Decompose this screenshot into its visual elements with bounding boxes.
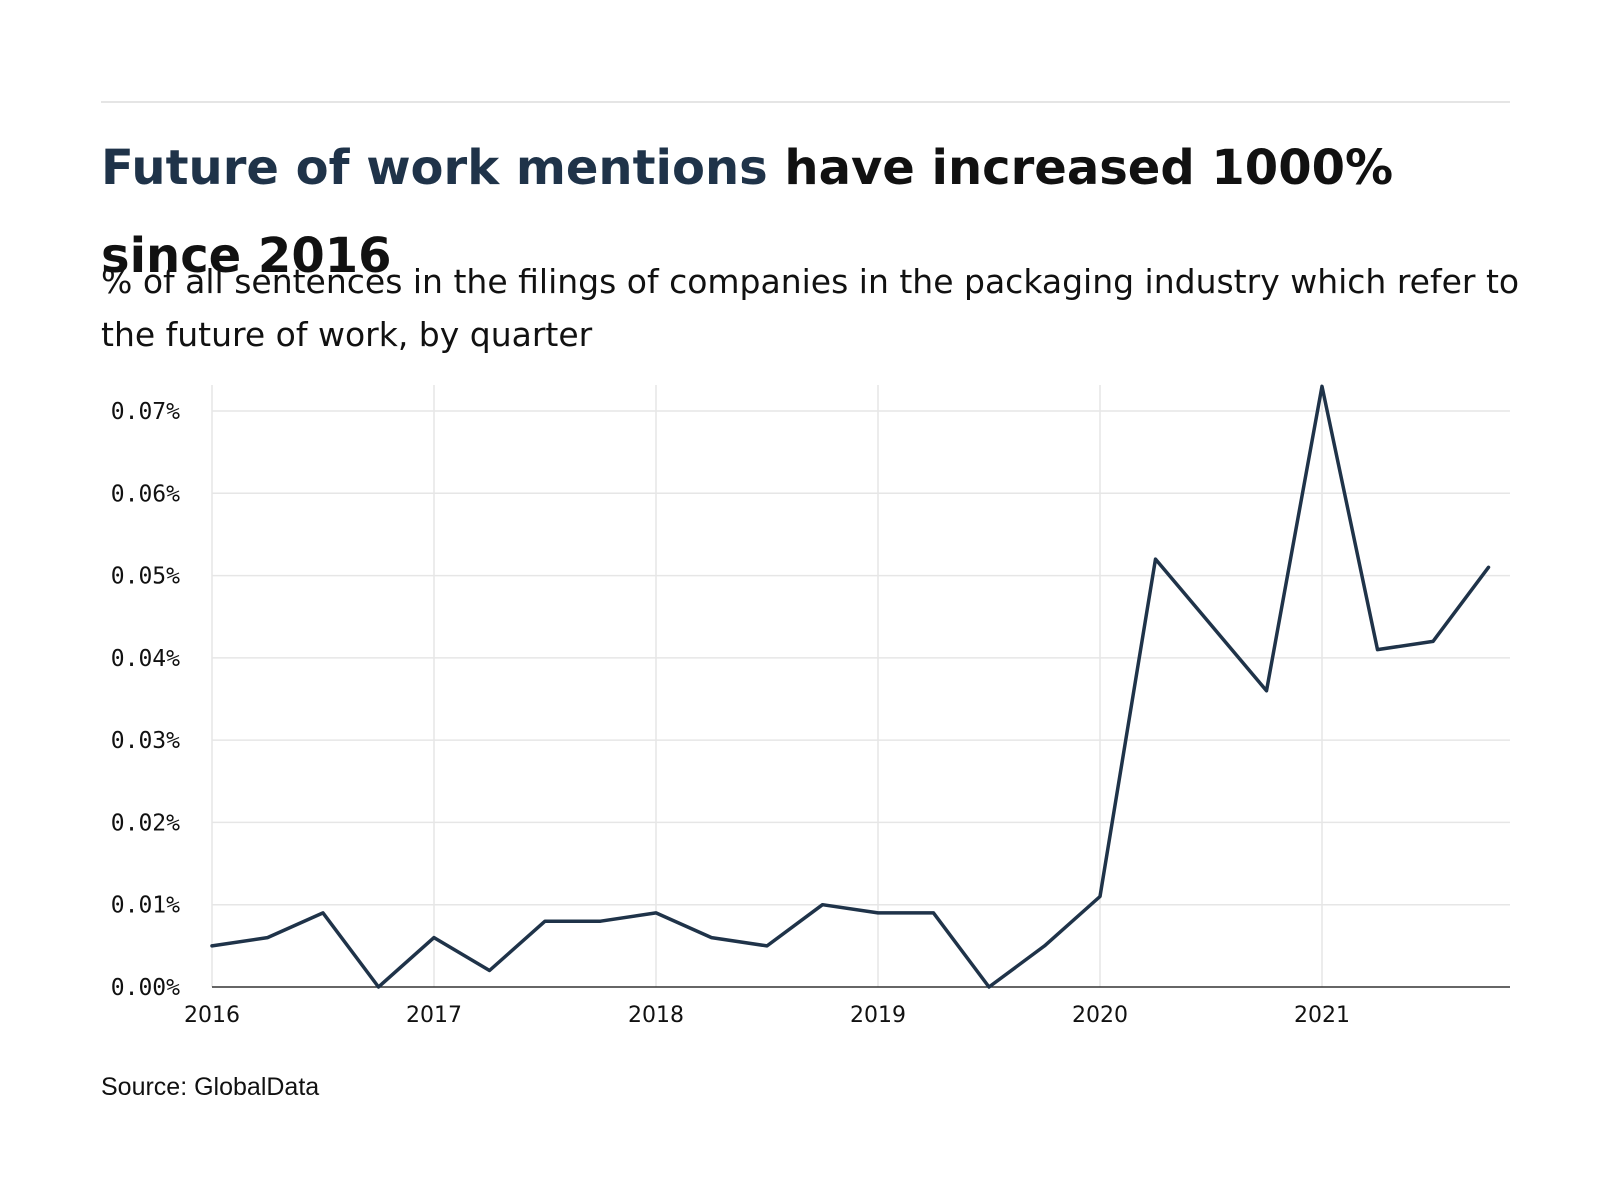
chart-title-rest: have increased 1000% since 2016 bbox=[101, 140, 1394, 284]
chart-title-highlight: Future of work mentions bbox=[101, 140, 768, 196]
x-tick-label: 2018 bbox=[628, 1003, 684, 1028]
x-tick-label: 2021 bbox=[1294, 1003, 1350, 1028]
x-gridlines bbox=[211, 385, 1323, 987]
x-tick-label: 2016 bbox=[184, 1003, 240, 1028]
y-tick-label: 0.07% bbox=[111, 399, 180, 425]
source-note: Source: GlobalData bbox=[101, 1073, 320, 1101]
top-divider bbox=[101, 101, 1510, 103]
x-tick-label: 2019 bbox=[850, 1003, 906, 1028]
x-tick-label: 2017 bbox=[406, 1003, 462, 1028]
x-tick-labels: 2016 2017 2018 2019 2020 2021 bbox=[184, 1003, 1350, 1028]
y-tick-label: 0.02% bbox=[111, 810, 180, 836]
chart-subtitle: % of all sentences in the filings of com… bbox=[101, 262, 1520, 354]
series-line bbox=[210, 384, 1491, 989]
y-tick-label: 0.04% bbox=[111, 646, 180, 672]
x-tick-label: 2020 bbox=[1072, 1003, 1128, 1028]
chart-title: Future of work mentions have increased 1… bbox=[101, 124, 1521, 300]
y-tick-labels: 0.00% 0.01% 0.02% 0.03% 0.04% 0.05% 0.06% 0.07% bbox=[111, 399, 180, 1001]
y-tick-label: 0.03% bbox=[111, 728, 180, 754]
series-group bbox=[210, 384, 1491, 989]
y-tick-label: 0.05% bbox=[111, 564, 180, 590]
y-tick-label: 0.06% bbox=[111, 481, 180, 507]
y-tick-label: 0.01% bbox=[111, 893, 180, 919]
y-tick-label: 0.00% bbox=[111, 975, 180, 1001]
y-gridlines bbox=[212, 410, 1510, 906]
